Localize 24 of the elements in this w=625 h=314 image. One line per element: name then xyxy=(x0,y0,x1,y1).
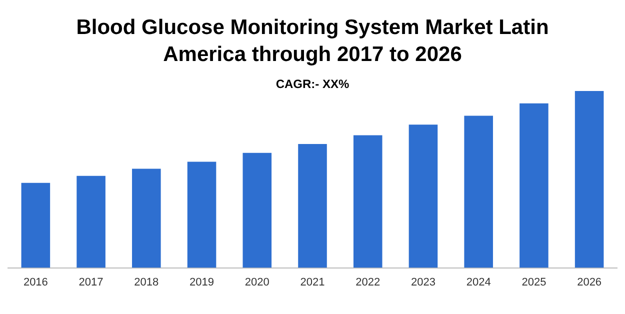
x-tick-label: 2017 xyxy=(78,276,104,288)
x-tick-label: 2021 xyxy=(300,276,325,288)
x-tick-label: 2018 xyxy=(134,276,159,288)
bar xyxy=(520,103,548,268)
x-tick-label: 2016 xyxy=(23,276,48,288)
chart-subtitle: CAGR:- XX% xyxy=(274,77,350,91)
bar xyxy=(132,168,161,268)
chart-title: Blood Glucose Monitoring System Market Latin America through 2017 to 2026 xyxy=(75,15,550,68)
x-tick-label: 2026 xyxy=(577,276,602,288)
x-tick-label: 2022 xyxy=(356,276,380,288)
x-tick-label: 2024 xyxy=(466,276,491,288)
bar xyxy=(76,176,106,268)
bar xyxy=(408,124,438,268)
bar xyxy=(298,144,327,268)
bar xyxy=(187,162,216,268)
bar xyxy=(464,116,493,268)
x-tick-label: 2020 xyxy=(244,276,270,288)
x-tick-label: 2019 xyxy=(190,276,214,288)
bar xyxy=(574,91,604,268)
bar xyxy=(242,152,272,268)
bar xyxy=(353,135,382,268)
x-tick-label: 2025 xyxy=(522,276,546,288)
bar xyxy=(21,182,50,268)
x-tick-label: 2023 xyxy=(410,276,436,288)
